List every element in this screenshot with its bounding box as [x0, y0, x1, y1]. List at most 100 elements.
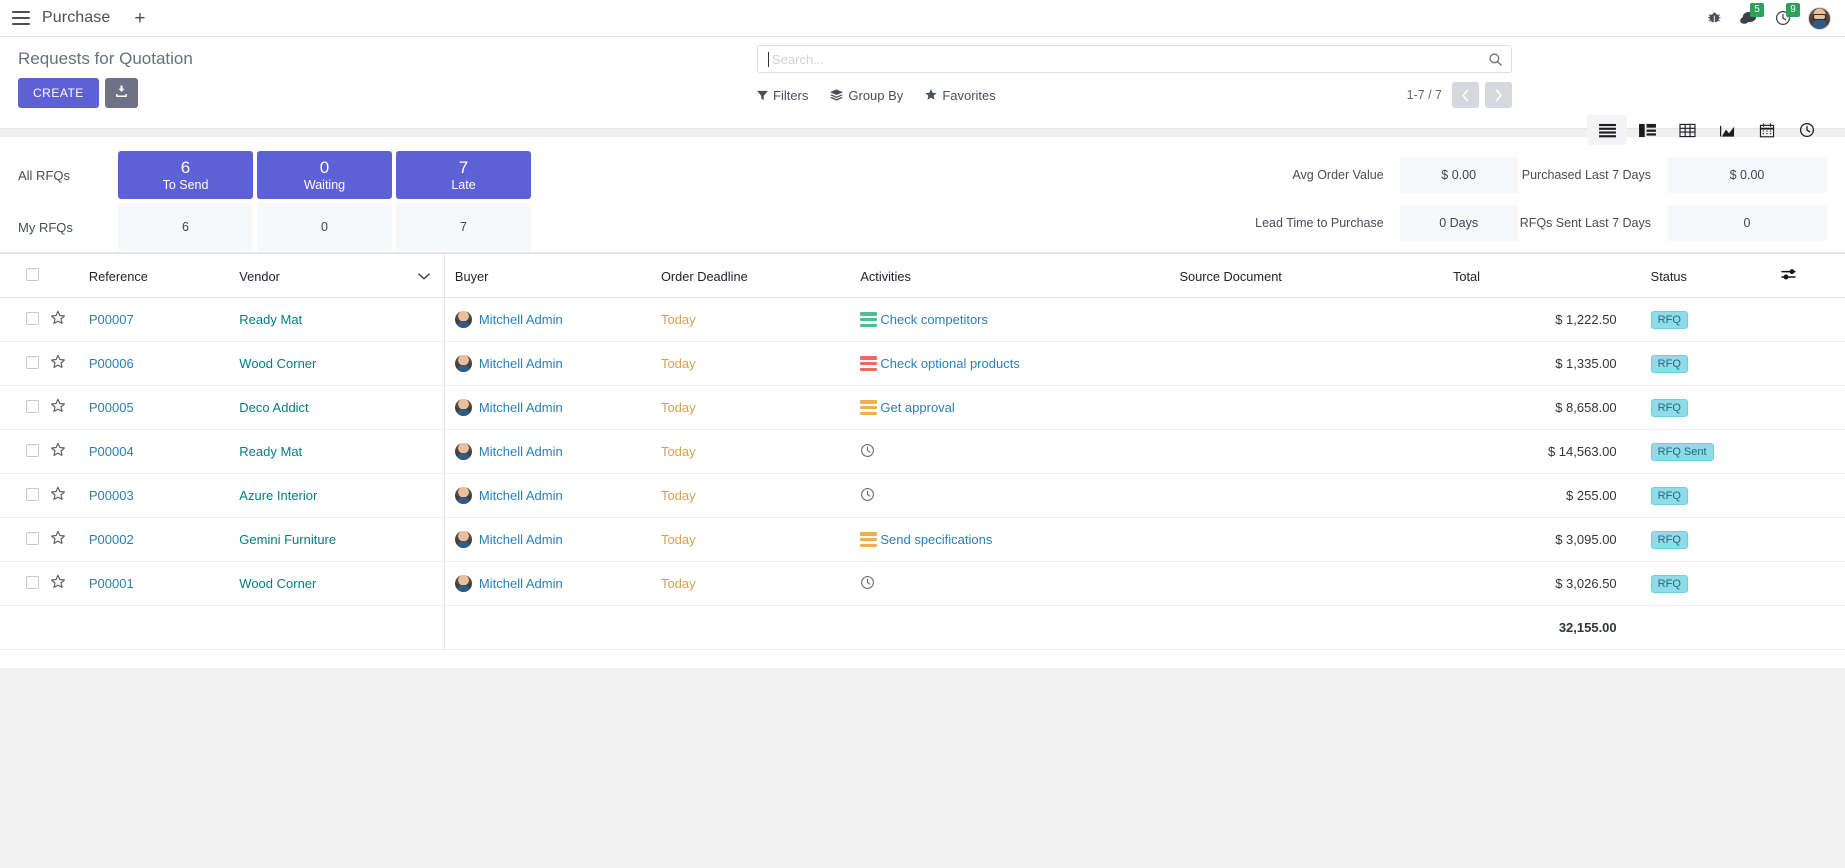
vendor-link[interactable]: Ready Mat: [239, 444, 303, 459]
cell-activities[interactable]: Send specifications: [860, 517, 1180, 562]
row-checkbox[interactable]: [26, 399, 39, 413]
cell-vendor[interactable]: Azure Interior: [239, 473, 445, 518]
table-row[interactable]: P00006 Wood Corner Mitchell Admin Today …: [0, 341, 1845, 386]
cell-buyer[interactable]: Mitchell Admin: [444, 341, 661, 386]
cell-activities[interactable]: [860, 473, 1180, 518]
schedule-activity-icon[interactable]: [860, 487, 875, 505]
cell-reference[interactable]: P00007: [88, 297, 240, 342]
header-activities[interactable]: Activities: [860, 253, 1180, 298]
header-total[interactable]: Total: [1452, 253, 1647, 298]
reference-link[interactable]: P00004: [88, 444, 134, 459]
filters-dropdown[interactable]: Filters: [757, 88, 808, 103]
table-row[interactable]: P00004 Ready Mat Mitchell Admin Today $ …: [0, 429, 1845, 474]
hamburger-icon[interactable]: [12, 11, 30, 25]
buyer-name[interactable]: Mitchell Admin: [478, 312, 563, 327]
my-rfqs-waiting[interactable]: 0: [257, 203, 392, 251]
reference-link[interactable]: P00006: [88, 356, 134, 371]
reference-link[interactable]: P00002: [88, 532, 134, 547]
messages-icon[interactable]: 5: [1739, 3, 1764, 26]
search-input[interactable]: [770, 50, 1488, 68]
star-icon[interactable]: [50, 574, 66, 590]
search-bar[interactable]: [757, 45, 1512, 73]
star-icon[interactable]: [50, 530, 66, 546]
previous-page-button[interactable]: [1452, 82, 1479, 108]
activity-label[interactable]: Get approval: [880, 400, 955, 415]
new-record-plus-icon[interactable]: +: [134, 7, 146, 29]
graph-view-button[interactable]: [1707, 115, 1747, 145]
star-icon[interactable]: [50, 486, 66, 502]
buyer-name[interactable]: Mitchell Admin: [478, 444, 563, 459]
header-vendor[interactable]: Vendor: [239, 253, 445, 298]
star-icon[interactable]: [50, 310, 66, 326]
list-view-button[interactable]: [1587, 115, 1627, 145]
reference-link[interactable]: P00001: [88, 576, 134, 591]
select-all-checkbox[interactable]: [26, 268, 39, 281]
optional-columns-header[interactable]: [1781, 253, 1845, 298]
table-row[interactable]: P00005 Deco Addict Mitchell Admin Today …: [0, 385, 1845, 430]
header-order-deadline[interactable]: Order Deadline: [660, 253, 861, 298]
vendor-link[interactable]: Gemini Furniture: [239, 532, 337, 547]
buyer-name[interactable]: Mitchell Admin: [478, 400, 563, 415]
cell-buyer[interactable]: Mitchell Admin: [444, 561, 661, 606]
activity-label[interactable]: Check optional products: [880, 356, 1020, 371]
cell-activities[interactable]: Get approval: [860, 385, 1180, 430]
row-checkbox[interactable]: [26, 443, 39, 457]
activity-view-button[interactable]: [1787, 115, 1827, 145]
row-checkbox[interactable]: [26, 531, 39, 545]
cell-reference[interactable]: P00005: [88, 385, 240, 430]
vendor-link[interactable]: Wood Corner: [239, 576, 317, 591]
cell-activities[interactable]: Check competitors: [860, 297, 1180, 342]
next-page-button[interactable]: [1485, 82, 1512, 108]
cell-activities[interactable]: Check optional products: [860, 341, 1180, 386]
bug-icon[interactable]: [1707, 11, 1722, 26]
user-avatar[interactable]: [1808, 6, 1831, 30]
cell-vendor[interactable]: Ready Mat: [239, 429, 445, 474]
favorites-dropdown[interactable]: Favorites: [925, 88, 996, 103]
row-checkbox[interactable]: [26, 487, 39, 501]
cell-buyer[interactable]: Mitchell Admin: [444, 297, 661, 342]
tile-waiting[interactable]: 0 Waiting: [257, 151, 392, 199]
activity-label[interactable]: Send specifications: [880, 532, 993, 547]
cell-activities[interactable]: [860, 561, 1180, 606]
schedule-activity-icon[interactable]: [860, 575, 875, 593]
cell-vendor[interactable]: Deco Addict: [239, 385, 445, 430]
tile-late[interactable]: 7 Late: [396, 151, 531, 199]
import-button[interactable]: [104, 78, 138, 108]
row-checkbox[interactable]: [26, 575, 39, 589]
column-settings-icon[interactable]: [1781, 269, 1797, 284]
schedule-activity-icon[interactable]: [860, 443, 875, 461]
header-status[interactable]: Status: [1646, 253, 1782, 298]
table-row[interactable]: P00007 Ready Mat Mitchell Admin Today Ch…: [0, 297, 1845, 342]
cell-reference[interactable]: P00004: [88, 429, 240, 474]
group-by-dropdown[interactable]: Group By: [830, 88, 903, 103]
reference-link[interactable]: P00003: [88, 488, 134, 503]
buyer-name[interactable]: Mitchell Admin: [478, 356, 563, 371]
table-row[interactable]: P00002 Gemini Furniture Mitchell Admin T…: [0, 517, 1845, 562]
row-checkbox[interactable]: [26, 355, 39, 369]
vendor-link[interactable]: Wood Corner: [239, 356, 317, 371]
cell-vendor[interactable]: Ready Mat: [239, 297, 445, 342]
activities-clock-icon[interactable]: 9: [1775, 3, 1800, 26]
table-row[interactable]: P00001 Wood Corner Mitchell Admin Today …: [0, 561, 1845, 606]
header-source-document[interactable]: Source Document: [1179, 253, 1453, 298]
cell-buyer[interactable]: Mitchell Admin: [444, 429, 661, 474]
cell-buyer[interactable]: Mitchell Admin: [444, 473, 661, 518]
cell-buyer[interactable]: Mitchell Admin: [444, 517, 661, 562]
search-icon[interactable]: [1488, 52, 1503, 67]
star-icon[interactable]: [50, 354, 66, 370]
cell-vendor[interactable]: Gemini Furniture: [239, 517, 445, 562]
buyer-name[interactable]: Mitchell Admin: [478, 576, 563, 591]
header-buyer[interactable]: Buyer: [444, 253, 661, 298]
buyer-name[interactable]: Mitchell Admin: [478, 488, 563, 503]
cell-reference[interactable]: P00003: [88, 473, 240, 518]
star-icon[interactable]: [50, 442, 66, 458]
pivot-view-button[interactable]: [1667, 115, 1707, 145]
activity-label[interactable]: Check competitors: [880, 312, 989, 327]
cell-reference[interactable]: P00001: [88, 561, 240, 606]
reference-link[interactable]: P00007: [88, 312, 134, 327]
calendar-view-button[interactable]: [1747, 115, 1787, 145]
my-rfqs-late[interactable]: 7: [396, 203, 531, 251]
chevron-down-icon[interactable]: [418, 268, 430, 283]
table-row[interactable]: P00003 Azure Interior Mitchell Admin Tod…: [0, 473, 1845, 518]
cell-activities[interactable]: [860, 429, 1180, 474]
